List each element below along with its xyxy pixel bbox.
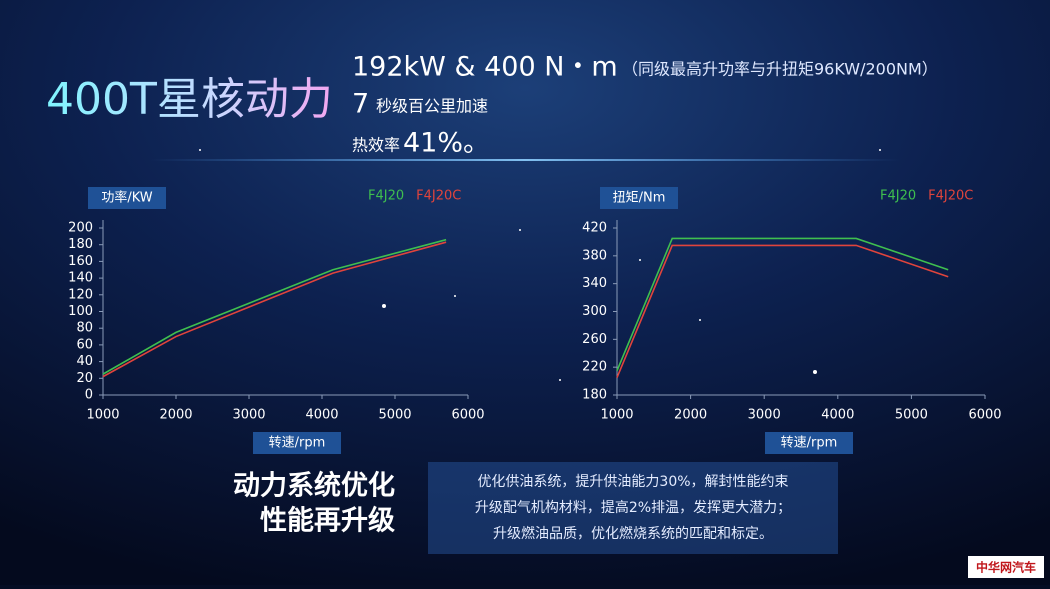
efficiency-value: 41%。 [403,128,490,159]
x-tick-label: 3000 [748,408,781,423]
x-tick-label: 6000 [968,408,1001,423]
y-tick-label: 340 [582,276,607,291]
y-tick-label: 80 [76,321,93,336]
x-tick-label: 1000 [600,408,633,423]
y-label-box [88,187,166,209]
x-tick-label: 2000 [674,408,707,423]
x-tick-label: 6000 [451,408,484,423]
summary-box [428,462,838,554]
x-tick-label: 2000 [159,408,192,423]
divider [150,159,900,161]
y-tick-label: 20 [76,371,93,386]
x-label-box [765,432,853,454]
summary-line: 升级燃油品质，优化燃烧系统的匹配和标定。 [493,525,773,542]
y-tick-label: 420 [582,221,607,236]
watermark-box [968,556,1044,578]
y-tick-label: 140 [68,271,93,286]
series-line [102,238,447,375]
title: 400T星核动力 [46,74,333,125]
y-tick-label: 180 [68,237,93,252]
x-label-box [253,432,341,454]
power-note: （同级最高升功率与升扭矩96KW/200NM） [622,60,938,79]
y-tick-label: 300 [582,304,607,319]
y-tick-label: 160 [68,254,93,269]
series-line [616,237,949,371]
accel-text: 秒级百公里加速 [376,97,488,116]
y-tick-label: 220 [582,360,607,375]
series-line [102,241,447,378]
legend-label: F4J20 [368,189,404,204]
x-tick-label: 5000 [378,408,411,423]
y-tick-label: 40 [76,354,93,369]
x-tick-label: 5000 [895,408,928,423]
stars [199,149,881,381]
y-tick-label: 380 [582,248,607,263]
accel-number: 7 [352,89,369,120]
y-label: 扭矩/Nm [613,191,666,206]
summary-line: 升级配气机构材料，提高2%排温，发挥更大潜力； [475,499,791,516]
watermark: 中华网汽车 [976,560,1036,575]
power: 192kW & 400 N・m [352,52,618,83]
y-tick-label: 120 [68,287,93,302]
legend-label: F4J20 [880,189,916,204]
summary-heading: 动力系统优化 [233,470,395,502]
x-label: 转速/rpm [269,436,326,451]
y-label: 功率/KW [101,190,152,206]
summary-line: 优化供油系统，提升供油能力30%，解封性能约束 [477,474,788,490]
x-tick-label: 4000 [821,408,854,423]
y-tick-label: 60 [76,337,93,352]
x-tick-label: 4000 [305,408,338,423]
y-label-box [600,187,678,209]
y-tick-label: 200 [68,221,93,236]
y-tick-label: 0 [85,388,93,403]
x-tick-label: 3000 [232,408,265,423]
y-tick-label: 100 [68,304,93,319]
summary-heading: 性能再升级 [260,505,395,537]
legend-label: F4J20C [928,189,973,204]
y-tick-label: 260 [582,332,607,347]
series-line [616,244,949,378]
y-tick-label: 180 [582,388,607,403]
x-tick-label: 1000 [86,408,119,423]
efficiency-label: 热效率 [352,136,400,155]
legend-label: F4J20C [416,189,461,204]
x-label: 转速/rpm [781,436,838,451]
